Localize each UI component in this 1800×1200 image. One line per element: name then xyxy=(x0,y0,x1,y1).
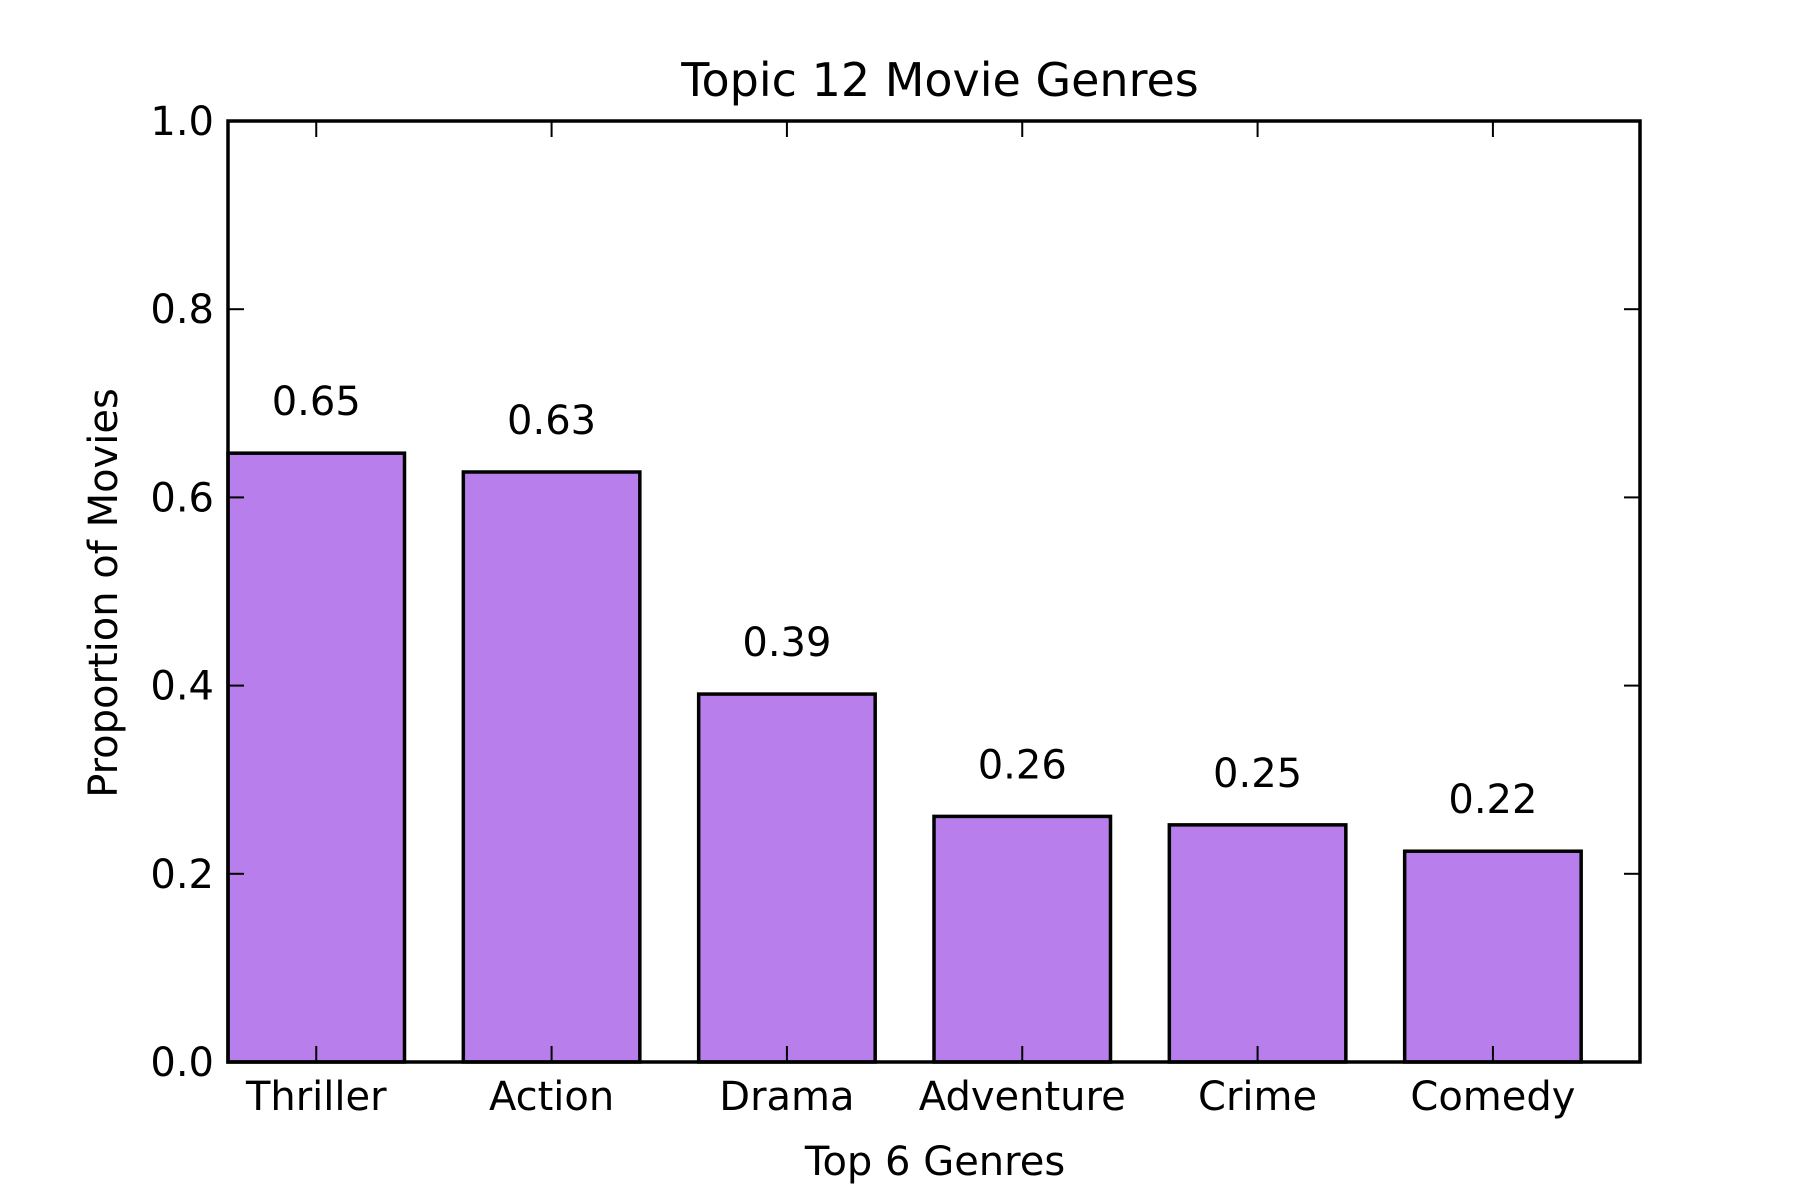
bar-drama xyxy=(696,692,877,1064)
bar-crime xyxy=(1167,823,1348,1064)
x-axis-label: Top 6 Genres xyxy=(804,1139,1065,1185)
data-label-drama: 0.39 xyxy=(742,620,831,666)
x-tick-label-crime: Crime xyxy=(1198,1074,1317,1120)
y-tick-label: 0.4 xyxy=(150,664,214,710)
x-tick-label-drama: Drama xyxy=(719,1074,854,1120)
y-tick-label: 0.2 xyxy=(150,852,214,898)
data-label-adventure: 0.26 xyxy=(978,742,1067,788)
x-tick-label-action: Action xyxy=(489,1074,614,1120)
y-tick-label: 0.0 xyxy=(150,1040,214,1086)
data-label-crime: 0.25 xyxy=(1213,751,1302,797)
y-tick-label: 0.8 xyxy=(150,287,214,333)
bar-adventure xyxy=(932,814,1113,1064)
x-tick-label-adventure: Adventure xyxy=(919,1074,1126,1120)
plot-area: 0.65 0.63 0.39 0.26 0.25 0.22 0.0 0.2 0.4 0.6 0.8 1… xyxy=(150,99,1642,1120)
data-label-comedy: 0.22 xyxy=(1448,777,1537,823)
chart-title: Topic 12 Movie Genres xyxy=(680,53,1199,107)
y-tick-label: 1.0 xyxy=(150,99,214,145)
bar-thriller xyxy=(226,451,407,1064)
axes-frame xyxy=(226,119,1642,1064)
y-tick-label: 0.6 xyxy=(150,475,214,521)
bar-comedy xyxy=(1402,849,1583,1064)
data-label-thriller: 0.65 xyxy=(272,379,361,425)
x-tick-label-comedy: Comedy xyxy=(1410,1074,1575,1120)
data-label-action: 0.63 xyxy=(507,398,596,444)
y-axis-label: Proportion of Movies xyxy=(81,388,127,798)
x-tick-label-thriller: Thriller xyxy=(245,1074,387,1120)
bar-action xyxy=(461,470,642,1064)
